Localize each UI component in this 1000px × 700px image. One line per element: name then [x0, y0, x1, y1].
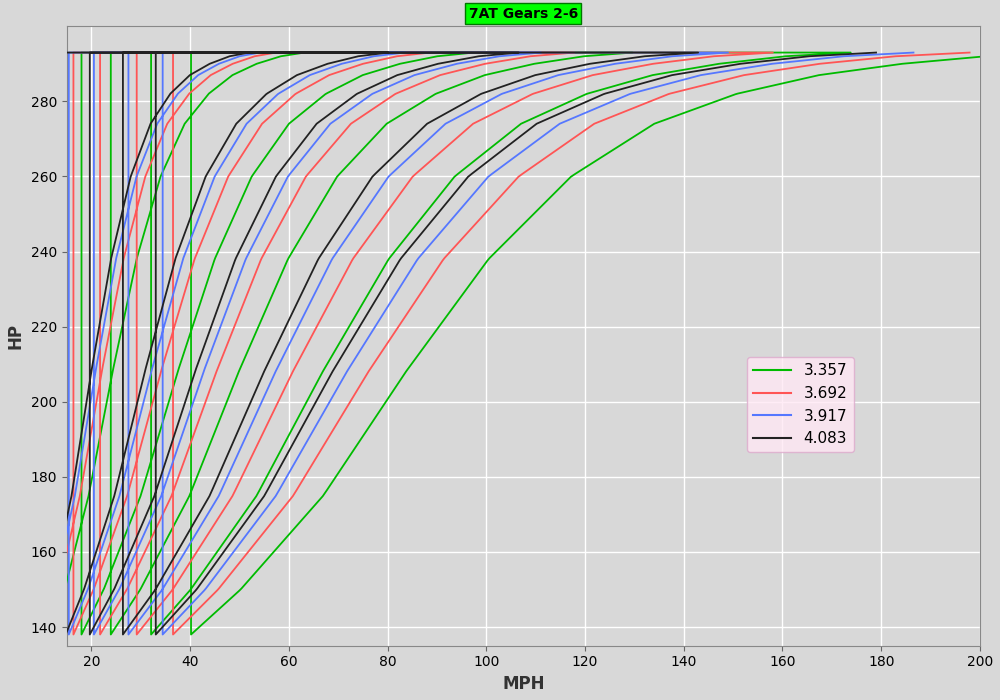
4.083 — [373, 50, 385, 58]
3.917 — [159, 108, 171, 117]
3.692 — [598, 116, 610, 124]
3.917 — [254, 48, 266, 57]
4.083 — [870, 48, 882, 57]
Line: 3.692: 3.692 — [45, 52, 970, 634]
4.083 — [152, 108, 164, 117]
3.917 — [197, 69, 209, 77]
Y-axis label: HP: HP — [7, 323, 25, 349]
4.083 — [482, 157, 494, 165]
Line: 3.917: 3.917 — [42, 52, 913, 634]
Line: 3.357: 3.357 — [50, 52, 1000, 634]
4.083 — [418, 64, 430, 72]
3.917 — [563, 116, 575, 124]
Legend: 3.357, 3.692, 3.917, 4.083: 3.357, 3.692, 3.917, 4.083 — [747, 357, 854, 452]
3.917 — [390, 50, 402, 58]
3.917 — [436, 64, 448, 72]
3.692 — [464, 64, 476, 72]
3.692 — [534, 157, 546, 165]
3.357 — [457, 50, 469, 58]
X-axis label: MPH: MPH — [502, 675, 545, 693]
3.917 — [907, 48, 919, 57]
4.083 — [34, 630, 46, 638]
4.083 — [188, 69, 200, 77]
Title: 7AT Gears 2-6: 7AT Gears 2-6 — [469, 7, 578, 21]
3.357 — [659, 116, 671, 124]
3.357 — [44, 630, 56, 638]
3.692 — [270, 48, 282, 57]
3.692 — [414, 50, 426, 58]
3.692 — [169, 108, 181, 117]
4.083 — [243, 48, 255, 57]
3.357 — [511, 64, 523, 72]
3.357 — [232, 69, 244, 77]
3.692 — [209, 69, 221, 77]
3.692 — [964, 48, 976, 57]
Line: 4.083: 4.083 — [40, 52, 876, 634]
3.692 — [39, 630, 51, 638]
3.357 — [188, 108, 200, 117]
3.357 — [298, 48, 310, 57]
3.357 — [589, 157, 601, 165]
3.917 — [36, 630, 48, 638]
3.917 — [503, 157, 515, 165]
4.083 — [540, 116, 552, 124]
